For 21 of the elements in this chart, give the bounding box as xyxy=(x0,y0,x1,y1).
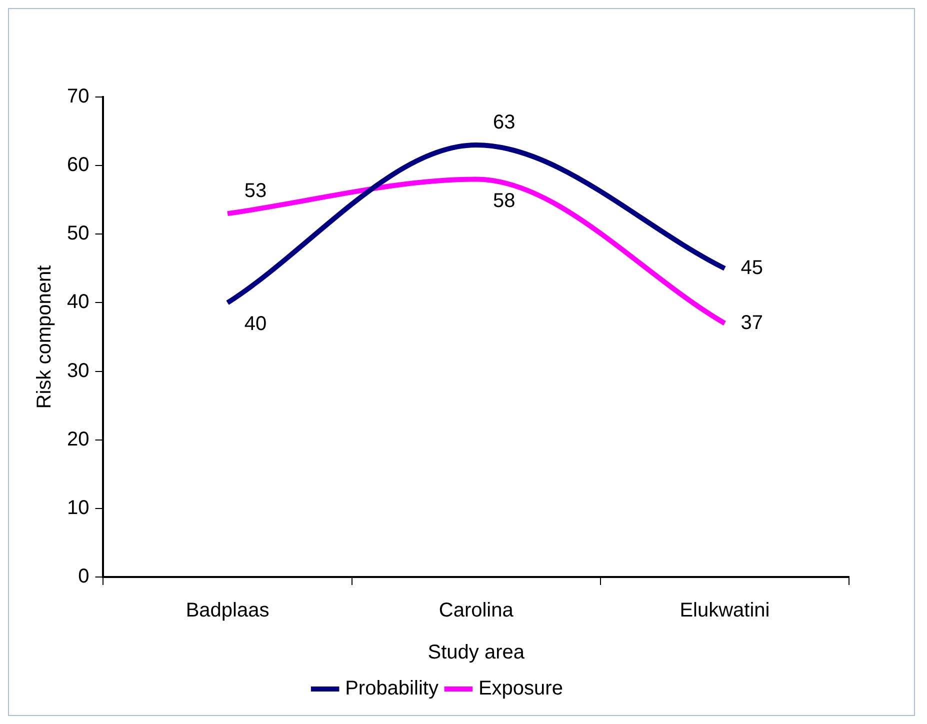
y-tick-label: 50 xyxy=(66,222,90,245)
legend-label: Exposure xyxy=(478,678,563,700)
data-label: 45 xyxy=(740,256,763,279)
legend-label: Probability xyxy=(345,678,438,700)
data-label: 53 xyxy=(244,180,267,202)
y-tick-label: 60 xyxy=(66,154,90,176)
data-label: 37 xyxy=(740,312,763,334)
data-label: 40 xyxy=(244,313,267,336)
x-tick-label: Carolina xyxy=(438,600,514,622)
data-label: 63 xyxy=(493,112,516,134)
x-tick-label: Badplaas xyxy=(186,600,270,622)
x-tick-label: Elukwatini xyxy=(680,600,770,622)
y-tick-label: 10 xyxy=(66,496,90,519)
y-tick-label: 30 xyxy=(66,360,90,382)
y-axis-title: Risk component xyxy=(34,264,56,409)
y-tick-label: 20 xyxy=(66,428,90,450)
y-tick-label: 40 xyxy=(66,291,90,314)
y-tick-label: 0 xyxy=(78,566,90,588)
data-label: 58 xyxy=(493,190,516,212)
x-axis-title: Study area xyxy=(428,642,526,664)
y-tick-label: 70 xyxy=(66,86,90,108)
